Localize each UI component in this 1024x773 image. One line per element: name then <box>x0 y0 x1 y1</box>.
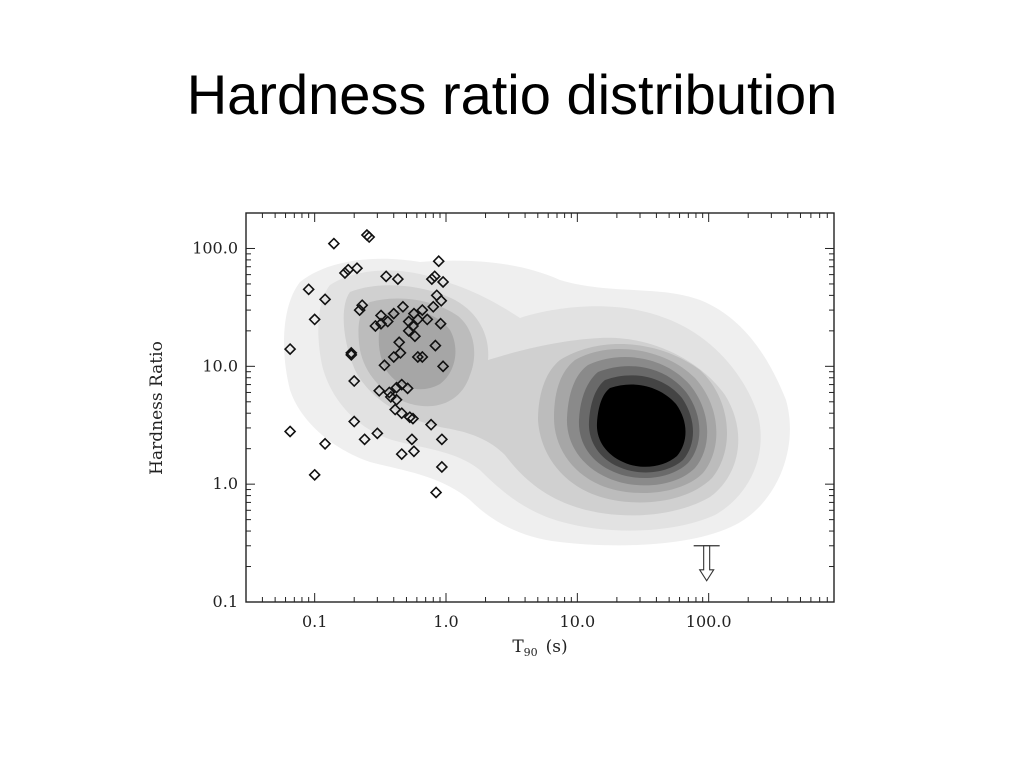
y-axis-ticks <box>246 212 834 603</box>
x-tick-label: 10.0 <box>560 612 596 631</box>
data-point <box>348 415 361 428</box>
data-point <box>394 346 407 360</box>
data-point <box>425 272 438 286</box>
data-point <box>283 342 297 356</box>
data-point <box>338 266 352 280</box>
data-point <box>429 339 442 352</box>
data-point <box>427 300 440 313</box>
data-point <box>432 255 445 268</box>
data-point <box>302 283 315 296</box>
y-tick-label: 1.0 <box>213 474 238 493</box>
data-point <box>436 360 450 373</box>
x-axis-label-unit: (s) <box>546 637 568 657</box>
data-point <box>411 313 424 326</box>
data-point <box>387 307 400 320</box>
data-point <box>383 386 396 399</box>
data-point <box>434 317 447 330</box>
data-point <box>416 303 429 317</box>
data-point <box>353 303 366 317</box>
data-point <box>348 374 361 388</box>
y-tick-label: 10.0 <box>202 356 238 375</box>
data-point <box>405 433 419 446</box>
data-point <box>318 293 332 306</box>
x-axis-tick-labels: 0.1 1.0 10.0 100.0 <box>302 612 732 631</box>
data-point <box>374 309 388 322</box>
y-axis-tick-labels: 0.1 1.0 10.0 100.0 <box>192 238 238 611</box>
data-point <box>358 433 371 446</box>
data-point <box>421 313 434 326</box>
upper-limit-arrow <box>693 545 720 582</box>
data-point <box>436 275 450 289</box>
data-point <box>411 350 424 364</box>
x-axis-ticks <box>245 213 835 602</box>
data-point <box>402 324 415 337</box>
data-point <box>429 486 443 499</box>
data-point <box>378 359 391 372</box>
x-axis-label: T90 (s) <box>512 637 567 659</box>
data-point <box>371 427 384 440</box>
data-point <box>356 299 369 312</box>
y-axis-label: Hardness Ratio <box>147 341 167 475</box>
slide-title: Hardness ratio distribution <box>186 63 838 126</box>
x-axis-label-main: T <box>512 637 524 657</box>
data-point <box>390 381 403 394</box>
data-point <box>389 403 402 416</box>
data-point <box>424 418 438 431</box>
data-point <box>395 378 408 391</box>
data-point <box>406 412 420 425</box>
contour-core <box>596 384 686 467</box>
data-point <box>283 425 297 438</box>
x-tick-label: 1.0 <box>433 612 458 631</box>
x-axis-label-subscript: 90 <box>524 646 538 659</box>
x-tick-label: 0.1 <box>302 612 327 631</box>
data-point <box>342 263 355 276</box>
data-point <box>384 390 397 404</box>
density-contours <box>284 258 790 546</box>
data-point <box>435 460 448 474</box>
data-point <box>393 336 406 349</box>
data-point <box>391 272 404 286</box>
data-point <box>350 262 364 275</box>
data-point <box>363 230 376 244</box>
data-point <box>395 447 408 461</box>
data-point <box>416 350 429 364</box>
x-tick-label: 100.0 <box>686 612 732 631</box>
data-point <box>308 313 321 326</box>
data-point <box>374 317 388 330</box>
data-point <box>318 437 332 450</box>
data-point <box>435 433 448 446</box>
data-point <box>381 315 394 328</box>
data-point <box>369 319 382 333</box>
data-point <box>395 407 408 420</box>
data-point <box>396 300 410 313</box>
data-point <box>435 294 448 307</box>
data-point <box>308 468 321 481</box>
data-point <box>401 382 414 395</box>
upper-limit-arrowhead <box>698 545 715 582</box>
data-point <box>407 445 421 458</box>
y-tick-label: 0.1 <box>213 592 238 611</box>
y-tick-label: 100.0 <box>192 238 238 257</box>
data-point <box>373 384 386 397</box>
data-point <box>403 411 416 424</box>
scatter-points <box>283 228 450 499</box>
data-point <box>408 330 422 343</box>
data-point <box>345 348 358 362</box>
data-point <box>345 346 358 360</box>
plot-frame <box>245 212 835 603</box>
data-point <box>379 270 393 283</box>
data-point <box>327 237 340 250</box>
